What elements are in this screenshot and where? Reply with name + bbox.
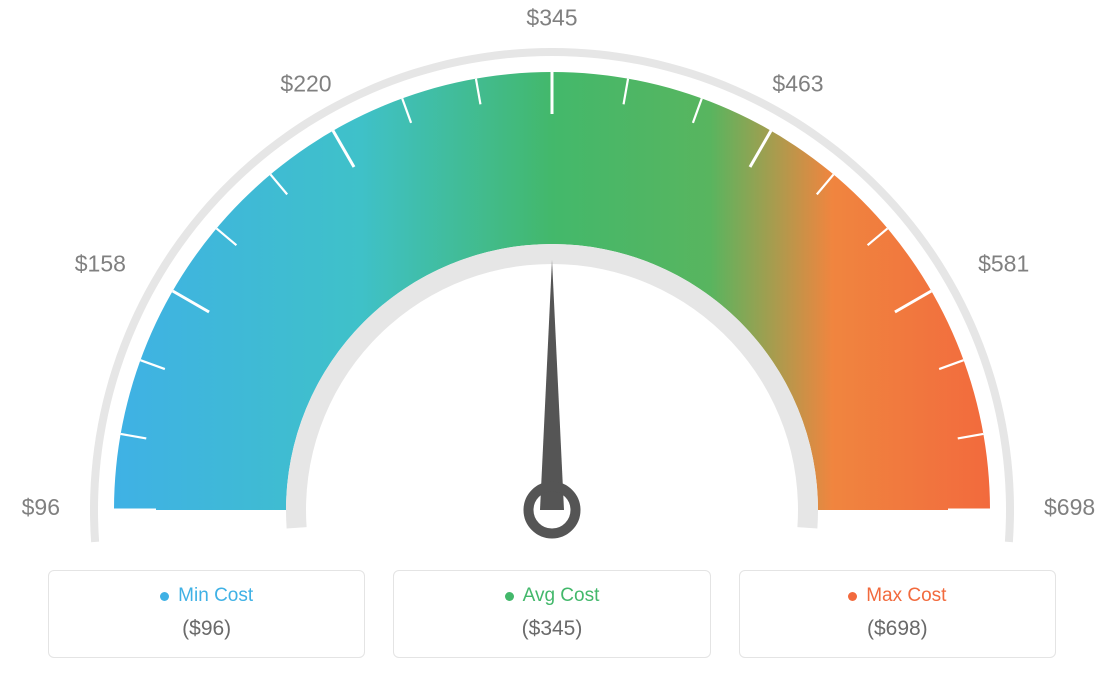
legend-card-avg: Avg Cost ($345) [393,570,710,658]
legend-value: ($698) [750,617,1045,641]
legend-title: Max Cost [866,585,946,607]
legend-card-max: Max Cost ($698) [739,570,1056,658]
gauge-tick-label: $463 [772,70,823,97]
dot-icon [848,592,857,601]
gauge-tick-label: $220 [280,70,331,97]
gauge-tick-label: $158 [75,251,126,278]
gauge-tick-label: $698 [1044,494,1095,521]
legend-card-min: Min Cost ($96) [48,570,365,658]
legend-title: Avg Cost [523,585,600,607]
gauge-tick-label: $581 [978,251,1029,278]
gauge-tick-label: $96 [22,494,60,521]
legend-value: ($96) [59,617,354,641]
legend-value: ($345) [404,617,699,641]
legend-title: Min Cost [178,585,253,607]
cost-gauge: $96 $158 $220 $345 $463 $581 $698 [0,0,1104,560]
dot-icon [160,592,169,601]
legend: Min Cost ($96) Avg Cost ($345) Max Cost … [0,570,1104,658]
gauge-tick-label: $345 [526,5,577,32]
dot-icon [505,592,514,601]
